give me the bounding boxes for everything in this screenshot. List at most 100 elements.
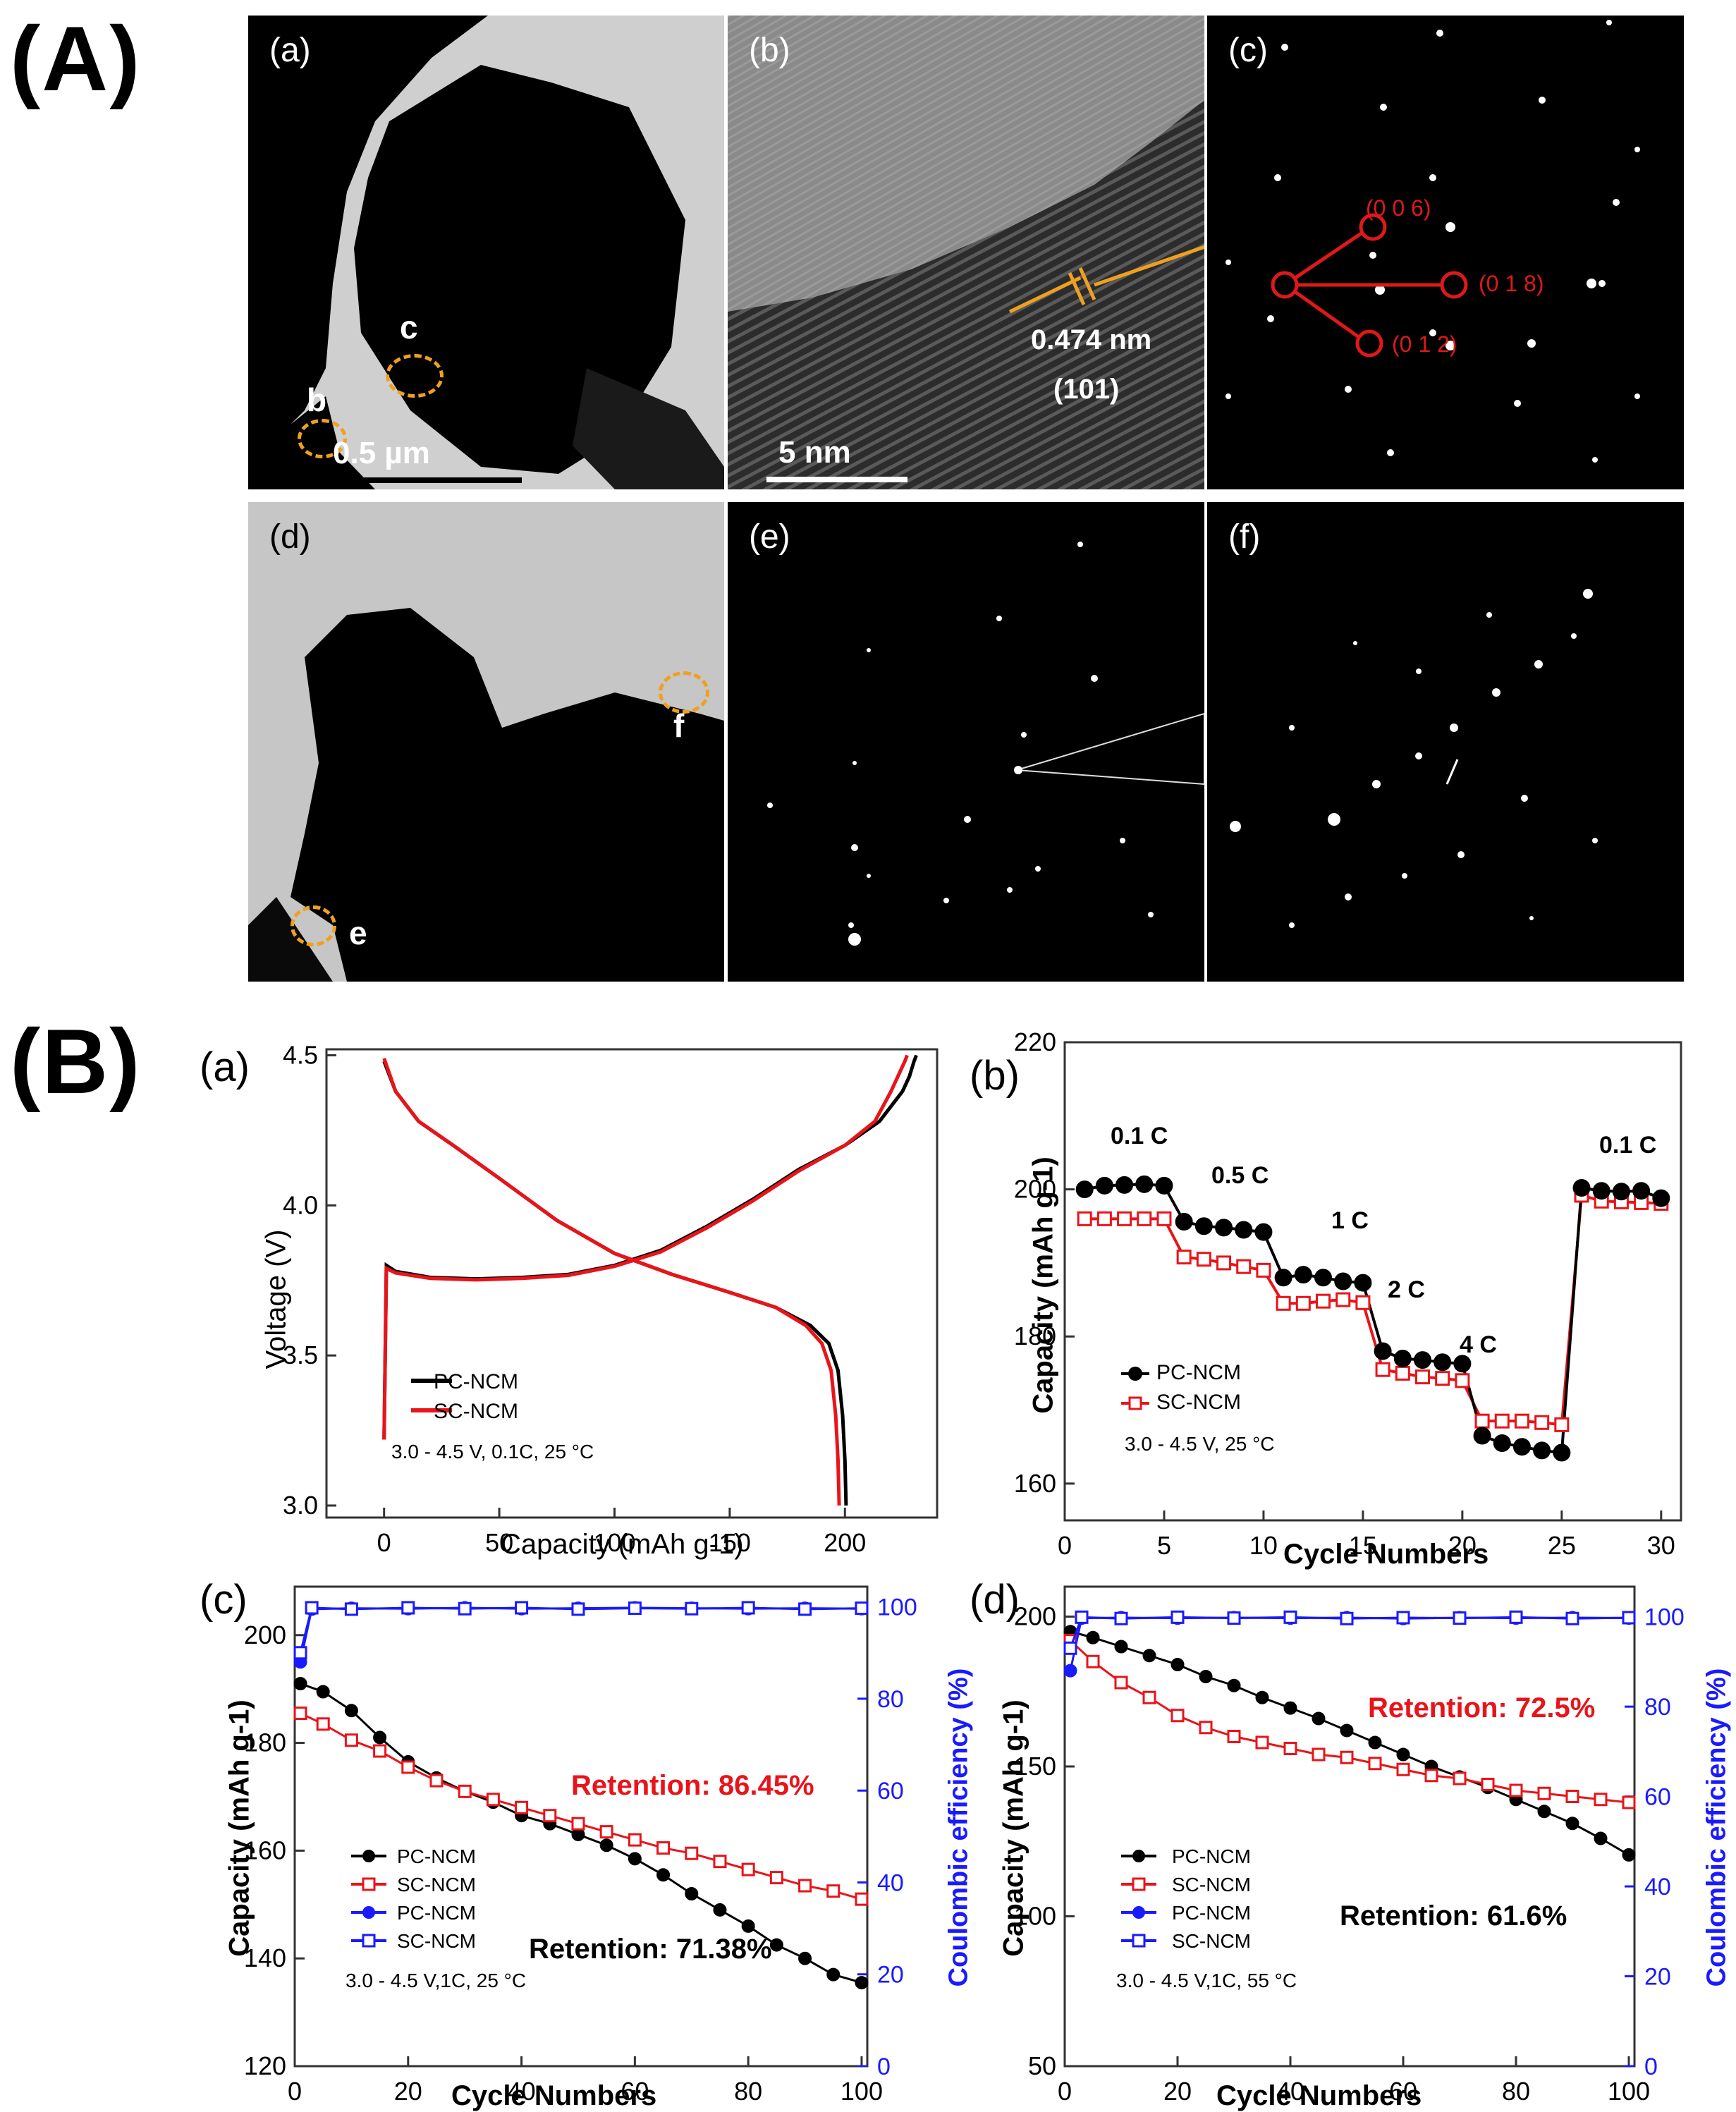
x-tick-label: 0 xyxy=(1058,1531,1072,1560)
y2-tick-label: 0 xyxy=(877,2053,891,2080)
chart-Bc-y2label: Coulombic efficiency (%) xyxy=(943,1668,974,1987)
data-point-1 xyxy=(1396,1747,1410,1762)
x-tick-label: 80 xyxy=(1502,2077,1530,2106)
data-point-1 xyxy=(1622,1848,1636,1862)
legend-marker-sc xyxy=(1128,1396,1142,1410)
chart-Ba-ylabel: Voltage (V) xyxy=(260,1229,292,1369)
data-point-2 xyxy=(798,1879,812,1893)
series-line-3 xyxy=(299,1606,862,1663)
marker-label-f: f xyxy=(673,707,685,744)
data-point-4 xyxy=(1622,1611,1636,1625)
data-point-1 xyxy=(599,1838,613,1852)
y-tick-label: 3.5 xyxy=(283,1341,318,1369)
data-point-sc xyxy=(1514,1413,1529,1429)
tem-label-c: (c) xyxy=(1228,32,1268,69)
x-tick-label: 25 xyxy=(1548,1531,1576,1560)
diffraction-index-006: (0 0 6) xyxy=(1366,195,1431,221)
data-point-2 xyxy=(316,1717,330,1731)
chart-Ba-panel-label: (a) xyxy=(200,1044,250,1090)
data-point-4 xyxy=(344,1602,358,1616)
data-point-1 xyxy=(769,1938,783,1952)
data-point-pc xyxy=(1235,1221,1253,1239)
y-tick-label: 160 xyxy=(244,1836,286,1864)
y2-tick-label: 20 xyxy=(1644,1964,1671,1991)
data-point-sc xyxy=(1414,1369,1430,1385)
data-point-pc xyxy=(1175,1213,1193,1231)
chart-Bb-legend-sc: SC-NCM xyxy=(1156,1391,1241,1414)
data-point-2 xyxy=(373,1744,387,1758)
data-point-pc xyxy=(1095,1176,1113,1195)
series-line-3 xyxy=(1069,1616,1630,1671)
data-point-4 xyxy=(1114,1611,1128,1625)
data-point-1 xyxy=(1255,1690,1269,1704)
x-tick-label: 150 xyxy=(709,1528,751,1557)
data-point-2 xyxy=(769,1871,783,1885)
data-point-sc xyxy=(1534,1415,1550,1430)
data-point-1 xyxy=(1283,1701,1297,1715)
data-point-pc xyxy=(1632,1182,1651,1200)
y-tick-label: 4.5 xyxy=(283,1041,318,1070)
data-point-pc xyxy=(1274,1269,1292,1287)
data-point-sc xyxy=(1276,1295,1291,1311)
y-tick-label: 200 xyxy=(244,1620,286,1649)
data-point-pc xyxy=(1215,1219,1233,1237)
x-tick-label: 20 xyxy=(1163,2077,1192,2106)
chart-Bb-rate-4: 2 C xyxy=(1388,1276,1425,1303)
data-point-2 xyxy=(458,1784,472,1798)
data-point-sc xyxy=(1156,1211,1172,1226)
chart-Bd-retention-pc: Retention: 61.6% xyxy=(1340,1900,1567,1931)
legend-marker-2 xyxy=(1132,1877,1146,1891)
tem-label-b: (b) xyxy=(749,32,790,69)
y2-tick-label: 20 xyxy=(877,1962,904,1989)
data-point-2 xyxy=(515,1800,529,1814)
section-a-label: (A) xyxy=(10,7,142,110)
x-tick-label: 60 xyxy=(621,2077,649,2106)
tem-label-f: (f) xyxy=(1228,518,1261,556)
x-tick-label: 5 xyxy=(1157,1531,1171,1560)
data-point-sc xyxy=(1117,1211,1132,1226)
legend-marker-4 xyxy=(1132,1934,1146,1948)
data-point-2 xyxy=(1114,1675,1128,1690)
data-point-sc xyxy=(1236,1259,1252,1274)
x-tick-label: 40 xyxy=(508,2077,536,2106)
data-point-4 xyxy=(1170,1610,1185,1624)
chart-Bc-note: 3.0 - 4.5 V,1C, 25 °C xyxy=(346,1970,527,1991)
data-point-1 xyxy=(628,1852,642,1866)
data-point-2 xyxy=(656,1841,671,1855)
legend-marker-4 xyxy=(362,1934,376,1948)
data-point-4 xyxy=(293,1646,307,1660)
scale-bar-b xyxy=(766,477,907,482)
chart-Bc-xlabel: Cycle Numbers xyxy=(451,2080,657,2111)
chart-Bd-panel-label: (d) xyxy=(970,1577,1020,1623)
chart-Bc-ylabel: Capacity (mAh g-1) xyxy=(224,1699,255,1957)
data-point-pc xyxy=(1354,1274,1372,1292)
data-point-2 xyxy=(543,1809,557,1823)
marker-label-e: e xyxy=(349,915,367,951)
tem-panel-c: (c) (0 0 6) (0 1 8) (0 1 2) xyxy=(1207,16,1684,489)
chart-Bd-legend-2: SC-NCM xyxy=(1172,1874,1251,1896)
chart-Bc-legend-4: SC-NCM xyxy=(397,1930,476,1952)
data-point-1 xyxy=(344,1704,358,1718)
data-point-4 xyxy=(1509,1610,1523,1624)
data-point-sc xyxy=(1196,1252,1211,1267)
series-line-1 xyxy=(1070,1630,1630,1856)
legend-marker-pc xyxy=(1128,1367,1142,1381)
data-point-4 xyxy=(798,1602,812,1616)
data-point-1 xyxy=(855,1976,869,1990)
data-point-1 xyxy=(656,1868,671,1882)
lattice-spacing-label: 0.474 nm xyxy=(1031,324,1152,355)
chart-Bb-rate-6: 0.1 C xyxy=(1599,1132,1657,1159)
tem-panel-a: (a) c b 0.5 µm xyxy=(248,16,724,489)
data-point-2 xyxy=(1481,1778,1495,1791)
chart-Bd-legend-3: PC-NCM xyxy=(1172,1902,1251,1924)
data-point-4 xyxy=(741,1601,755,1615)
chart-Ba-note: 3.0 - 4.5 V, 0.1C, 25 °C xyxy=(391,1441,594,1463)
x-tick-label: 100 xyxy=(1608,2077,1650,2106)
data-point-1 xyxy=(1368,1735,1382,1750)
marker-circle-f xyxy=(659,671,709,714)
data-point-2 xyxy=(1565,1790,1579,1803)
data-point-1 xyxy=(1227,1678,1241,1692)
data-point-2 xyxy=(713,1855,727,1869)
data-point-1 xyxy=(1537,1805,1551,1819)
data-point-2 xyxy=(1396,1762,1410,1776)
